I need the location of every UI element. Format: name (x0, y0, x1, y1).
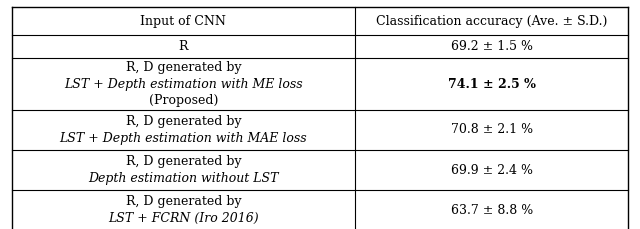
Text: 69.2 ± 1.5 %: 69.2 ± 1.5 % (451, 41, 533, 53)
Text: R, D generated by: R, D generated by (125, 61, 241, 74)
Text: R, D generated by: R, D generated by (125, 195, 241, 208)
Text: LST + Depth estimation with MAE loss: LST + Depth estimation with MAE loss (60, 132, 307, 145)
Text: 74.1 ± 2.5 %: 74.1 ± 2.5 % (448, 78, 536, 91)
Text: (Proposed): (Proposed) (148, 94, 218, 107)
Text: 70.8 ± 2.1 %: 70.8 ± 2.1 % (451, 123, 533, 136)
Text: LST + FCRN (Iro 2016): LST + FCRN (Iro 2016) (108, 212, 259, 225)
Text: R: R (179, 41, 188, 53)
Text: R, D generated by: R, D generated by (125, 115, 241, 128)
Text: LST + Depth estimation with ME loss: LST + Depth estimation with ME loss (64, 78, 303, 91)
Text: Depth estimation without LST: Depth estimation without LST (88, 172, 278, 185)
Text: Classification accuracy (Ave. ± S.D.): Classification accuracy (Ave. ± S.D.) (376, 15, 607, 28)
Text: 63.7 ± 8.8 %: 63.7 ± 8.8 % (451, 204, 533, 217)
Text: Input of CNN: Input of CNN (140, 15, 227, 28)
Text: 69.9 ± 2.4 %: 69.9 ± 2.4 % (451, 164, 533, 177)
Text: R, D generated by: R, D generated by (125, 155, 241, 168)
